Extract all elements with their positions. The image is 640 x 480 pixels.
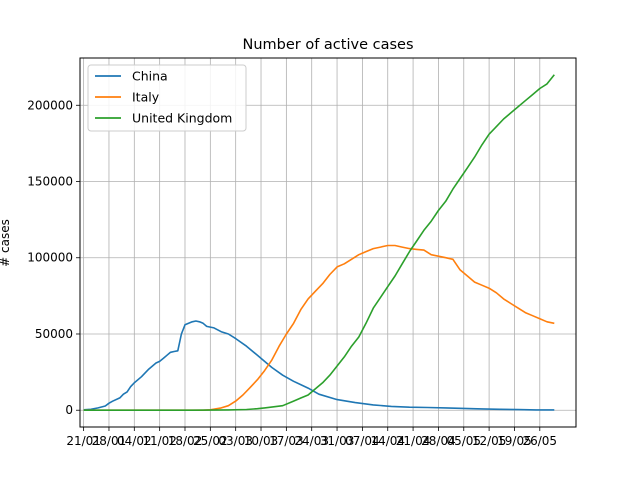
series-line-china	[83, 320, 555, 411]
x-tick-label: 28/01	[92, 434, 127, 448]
y-tick-label: 200000	[27, 98, 73, 112]
chart-title: Number of active cases	[242, 37, 413, 53]
y-tick-label: 0	[65, 403, 73, 417]
x-tick-label: 28/04	[421, 434, 456, 448]
x-tick-label: 18/02	[168, 434, 203, 448]
series-line-united-kingdom	[83, 74, 555, 412]
series-lines	[83, 74, 555, 412]
legend-label-united-kingdom: United Kingdom	[132, 111, 232, 126]
y-tick-label: 100000	[27, 251, 73, 265]
x-tick-label: 10/03	[244, 434, 279, 448]
x-tick-label: 31/03	[320, 434, 355, 448]
x-tick-label: 26/05	[522, 434, 557, 448]
y-tick-label: 50000	[35, 327, 73, 341]
x-tick-label: 05/05	[446, 434, 481, 448]
legend: China Italy United Kingdom	[87, 64, 247, 132]
x-tick-label: 19/05	[497, 434, 532, 448]
legend-items: China Italy United Kingdom	[95, 69, 232, 126]
legend-box	[87, 64, 247, 132]
x-tick-label: 17/03	[269, 434, 304, 448]
plot-frame	[79, 57, 577, 428]
x-tick-label: 04/02	[117, 434, 152, 448]
legend-label-italy: Italy	[132, 90, 160, 105]
x-tick-label: 07/04	[345, 434, 380, 448]
x-tick-label: 25/02	[193, 434, 228, 448]
y-tick-label: 150000	[27, 175, 73, 189]
x-tick-label: 21/01	[66, 434, 101, 448]
y-axis-label: # cases	[0, 219, 12, 267]
x-tick-label: 14/04	[370, 434, 405, 448]
x-tick-label: 12/05	[472, 434, 507, 448]
x-tick-label: 03/03	[218, 434, 253, 448]
x-tick-label: 11/02	[142, 434, 177, 448]
series-line-italy	[83, 244, 555, 412]
x-tick-label: 24/03	[294, 434, 329, 448]
x-tick-label: 21/04	[396, 434, 431, 448]
axis-ticks: 21/0128/0104/0211/0218/0225/0203/0310/03…	[27, 98, 557, 448]
legend-label-china: China	[132, 69, 168, 84]
